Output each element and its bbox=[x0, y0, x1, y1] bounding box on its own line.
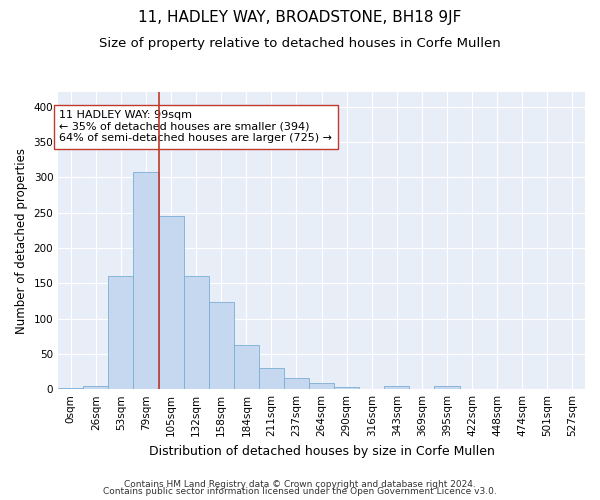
Text: Contains HM Land Registry data © Crown copyright and database right 2024.: Contains HM Land Registry data © Crown c… bbox=[124, 480, 476, 489]
Text: Contains public sector information licensed under the Open Government Licence v3: Contains public sector information licen… bbox=[103, 487, 497, 496]
Bar bbox=[334, 387, 359, 389]
Text: Size of property relative to detached houses in Corfe Mullen: Size of property relative to detached ho… bbox=[99, 38, 501, 51]
Bar bbox=[58, 388, 83, 389]
Bar bbox=[434, 386, 460, 389]
Bar bbox=[133, 172, 158, 389]
Text: 11, HADLEY WAY, BROADSTONE, BH18 9JF: 11, HADLEY WAY, BROADSTONE, BH18 9JF bbox=[139, 10, 461, 25]
Bar bbox=[385, 386, 409, 389]
Bar bbox=[83, 386, 109, 389]
X-axis label: Distribution of detached houses by size in Corfe Mullen: Distribution of detached houses by size … bbox=[149, 444, 494, 458]
Bar bbox=[158, 216, 184, 389]
Bar bbox=[234, 344, 259, 389]
Bar bbox=[209, 302, 234, 389]
Bar bbox=[184, 276, 209, 389]
Y-axis label: Number of detached properties: Number of detached properties bbox=[15, 148, 28, 334]
Bar bbox=[259, 368, 284, 389]
Bar bbox=[309, 383, 334, 389]
Bar bbox=[284, 378, 309, 389]
Bar bbox=[109, 276, 133, 389]
Text: 11 HADLEY WAY: 99sqm
← 35% of detached houses are smaller (394)
64% of semi-deta: 11 HADLEY WAY: 99sqm ← 35% of detached h… bbox=[59, 110, 332, 144]
